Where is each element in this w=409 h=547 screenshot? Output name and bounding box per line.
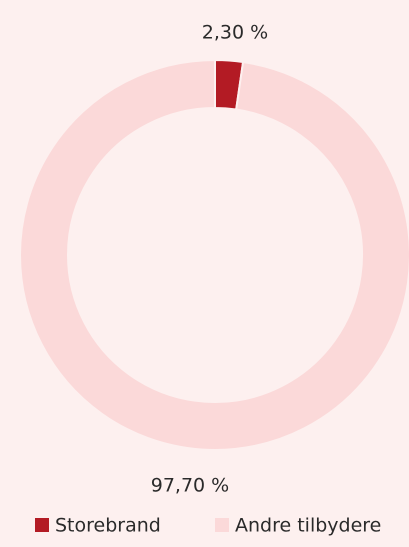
data-label: 2,30 % (202, 22, 268, 44)
donut-segment (19, 58, 409, 451)
legend-label: Andre tilbydere (235, 515, 381, 537)
legend-swatch (35, 518, 49, 532)
data-label: 97,70 % (151, 475, 230, 497)
legend-label: Storebrand (55, 515, 161, 537)
legend-swatch (215, 518, 229, 532)
